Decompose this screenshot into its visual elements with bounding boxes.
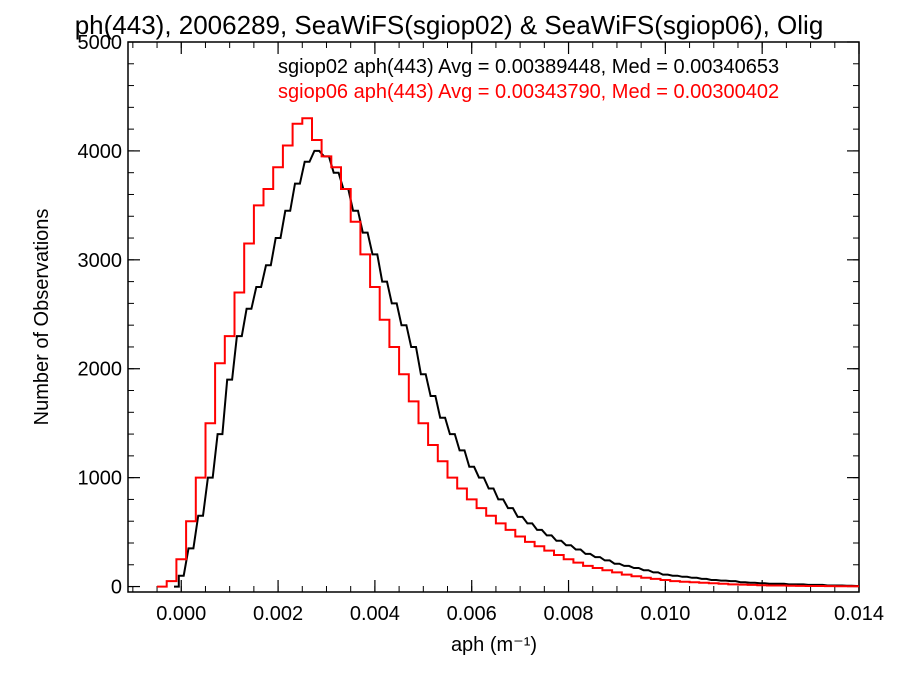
y-tick-label: 4000 [78, 141, 123, 163]
axis-ticks: 0.000 0.002 0.004 0.006 0.008 0.010 0.012 0.014… [78, 32, 885, 625]
x-tick-label: 0.014 [834, 603, 884, 625]
plot-frame [127, 41, 860, 593]
x-tick-label: 0.000 [156, 603, 206, 625]
legend-entry-sgiop06: sgiop06 aph(443) Avg = 0.00343790, Med =… [278, 81, 779, 103]
y-tick-label: 1000 [78, 468, 123, 490]
y-tick-label: 5000 [78, 32, 123, 54]
series-line-sgiop02 [174, 149, 859, 588]
series-line-sgiop06 [157, 117, 859, 588]
series-layer [157, 117, 859, 588]
x-axis-label: aph (m⁻¹) [451, 634, 537, 656]
y-tick-label: 2000 [78, 359, 123, 381]
x-tick-label: 0.012 [737, 603, 787, 625]
chart-title: ph(443), 2006289, SeaWiFS(sgiop02) & Sea… [75, 10, 824, 40]
x-tick-label: 0.006 [447, 603, 497, 625]
x-tick-label: 0.002 [253, 603, 303, 625]
x-tick-label: 0.004 [350, 603, 400, 625]
x-tick-label: 0.010 [640, 603, 690, 625]
y-tick-label: 3000 [78, 250, 123, 272]
legend-entry-sgiop02: sgiop02 aph(443) Avg = 0.00389448, Med =… [278, 56, 779, 78]
y-axis-label: Number of Observations [31, 209, 53, 426]
x-tick-label: 0.008 [544, 603, 594, 625]
y-tick-label: 0 [111, 577, 122, 599]
